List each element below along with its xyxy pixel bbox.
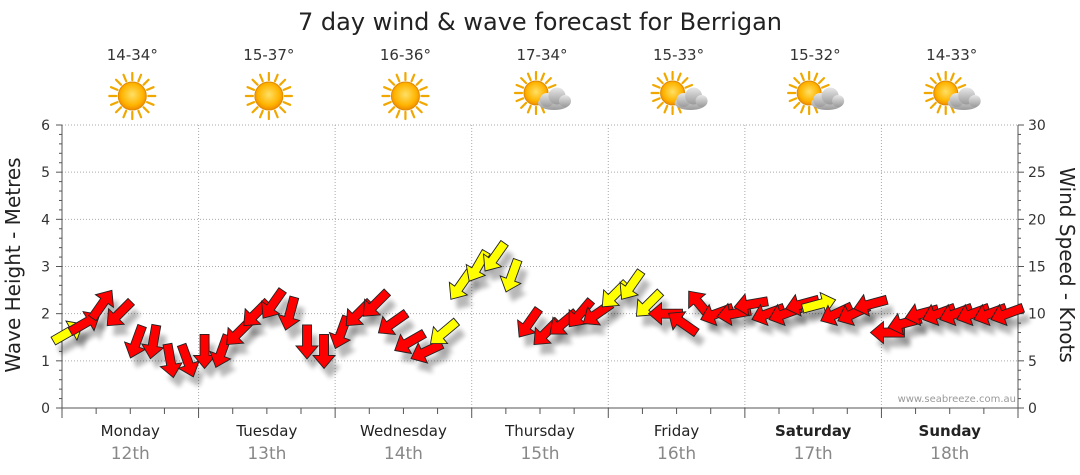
y-tick-label-left: 1 bbox=[41, 354, 50, 370]
x-axis: Monday 12th Tuesday 13th Wednesday 14th Thursd… bbox=[61, 407, 1019, 464]
cloud-shape bbox=[947, 87, 981, 110]
y-axis-label-left: Wave Height - Metres bbox=[1, 157, 25, 372]
wind-arrow-shadow bbox=[369, 299, 397, 327]
y-tick-label-right: 5 bbox=[1028, 354, 1037, 370]
arrow-shadows bbox=[57, 250, 1031, 388]
wind-arrow bbox=[668, 311, 700, 338]
wind-arrow bbox=[377, 309, 410, 335]
temperature-range: 15-32° bbox=[790, 46, 841, 64]
wind-arrow bbox=[499, 257, 523, 293]
right-axis: 0 5 10 15 20 25 30 bbox=[1017, 118, 1046, 417]
x-day-label: Saturday bbox=[775, 422, 852, 440]
wind-arrows bbox=[50, 239, 1026, 379]
sun-rays bbox=[381, 71, 430, 121]
x-day-label: Tuesday bbox=[235, 422, 297, 440]
wind-arrow bbox=[853, 293, 889, 317]
wind-arrow bbox=[733, 293, 769, 317]
wind-arrow bbox=[619, 268, 646, 300]
wind-arrow-shadow bbox=[489, 250, 515, 281]
x-day-label: Wednesday bbox=[360, 422, 447, 440]
cloud-shape bbox=[811, 87, 845, 110]
wind-arrow-shadow bbox=[267, 297, 293, 329]
cloud-shape bbox=[674, 87, 708, 110]
x-date-label: 13th bbox=[247, 444, 286, 464]
wind-arrow-shadow bbox=[113, 308, 141, 336]
wind-arrow bbox=[159, 342, 183, 379]
daily-weather-header: 14-34° 15-37° 16-36° 17-34° 15-33° 15-32° 14-3… bbox=[107, 46, 981, 121]
partly-cloudy-icon bbox=[513, 70, 571, 116]
wind-arrow bbox=[869, 320, 905, 345]
y-tick-label-left: 2 bbox=[41, 307, 50, 323]
left-axis: 0 1 2 3 4 5 6 bbox=[41, 118, 63, 417]
sunny-icon bbox=[108, 71, 157, 121]
x-date-label: 15th bbox=[520, 444, 559, 464]
wind-arrow-shadow bbox=[455, 278, 481, 310]
y-tick-label-right: 25 bbox=[1028, 165, 1046, 181]
y-tick-label-right: 10 bbox=[1028, 307, 1046, 323]
chart-title: 7 day wind & wave forecast for Berrigan bbox=[298, 8, 782, 36]
wind-arrow bbox=[295, 324, 319, 360]
temperature-range: 14-33° bbox=[926, 46, 977, 64]
x-date-label: 12th bbox=[111, 444, 150, 464]
x-date-label: 17th bbox=[794, 444, 833, 464]
y-tick-label-left: 4 bbox=[41, 212, 50, 228]
wind-arrow bbox=[261, 287, 287, 319]
credit-text: www.seabreeze.com.au bbox=[898, 394, 1016, 405]
y-tick-label-right: 20 bbox=[1028, 212, 1046, 228]
y-tick-label-left: 5 bbox=[41, 165, 50, 181]
y-tick-label-right: 30 bbox=[1028, 118, 1046, 134]
x-date-label: 18th bbox=[930, 444, 969, 464]
wind-arrow bbox=[312, 333, 337, 370]
wind-arrow-shadow bbox=[94, 300, 120, 331]
wind-arrow bbox=[394, 328, 428, 355]
x-day-label: Sunday bbox=[919, 422, 982, 440]
y-tick-label-right: 0 bbox=[1028, 401, 1037, 417]
x-date-label: 14th bbox=[384, 444, 423, 464]
sunny-icon bbox=[381, 71, 430, 121]
x-day-label: Monday bbox=[101, 422, 160, 440]
x-day-label: Thursday bbox=[504, 422, 575, 440]
partly-cloudy-icon bbox=[787, 70, 845, 116]
wind-arrow bbox=[140, 323, 165, 360]
cloud-shape bbox=[538, 87, 571, 110]
wind-arrow bbox=[990, 303, 1026, 327]
sun-rays bbox=[244, 71, 293, 121]
wind-arrow bbox=[410, 339, 445, 364]
sun-rays bbox=[108, 71, 157, 121]
partly-cloudy-icon bbox=[923, 70, 981, 116]
sunny-icon bbox=[244, 71, 293, 121]
temperature-range: 16-36° bbox=[380, 46, 431, 64]
wind-arrow bbox=[482, 239, 509, 272]
x-date-label: 16th bbox=[657, 444, 696, 464]
partly-cloudy-icon bbox=[650, 70, 708, 116]
y-tick-label-right: 15 bbox=[1028, 260, 1046, 276]
wind-arrow bbox=[123, 323, 147, 359]
y-tick-label-left: 3 bbox=[41, 260, 50, 276]
temperature-range: 14-34° bbox=[107, 46, 158, 64]
y-axis-label-right: Wind Speed - Knots bbox=[1055, 167, 1079, 363]
temperature-range: 15-37° bbox=[243, 46, 294, 64]
wind-arrow bbox=[277, 295, 301, 331]
temperature-range: 17-34° bbox=[516, 46, 567, 64]
wind-arrow-shadow bbox=[384, 319, 415, 345]
wind-arrow bbox=[430, 317, 461, 344]
temperature-range: 15-33° bbox=[653, 46, 704, 64]
x-day-label: Friday bbox=[654, 422, 700, 440]
y-tick-label-left: 6 bbox=[41, 118, 50, 134]
wind-arrow-shadow bbox=[626, 278, 651, 310]
wind-arrow bbox=[106, 297, 136, 327]
wind-arrow bbox=[362, 288, 392, 317]
y-tick-label-left: 0 bbox=[41, 401, 50, 417]
wind-arrow bbox=[88, 289, 114, 322]
